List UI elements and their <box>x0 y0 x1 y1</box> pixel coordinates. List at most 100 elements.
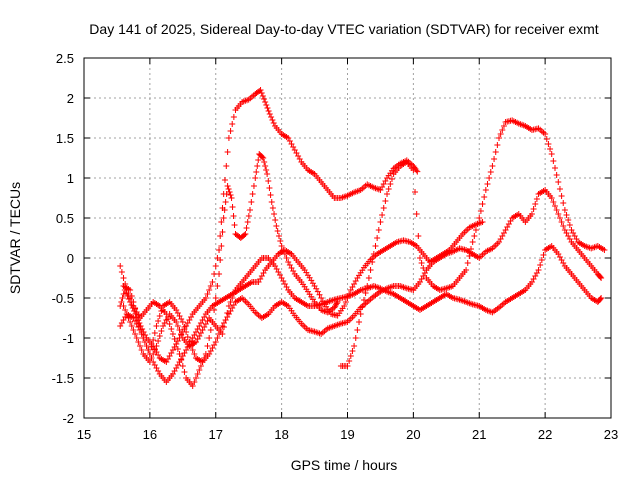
data-point <box>540 252 547 258</box>
data-point <box>179 363 186 369</box>
data-point <box>530 206 537 212</box>
data-point <box>219 331 226 337</box>
data-point <box>135 317 142 323</box>
data-point <box>351 343 358 349</box>
data-point <box>247 207 254 213</box>
data-point <box>181 324 188 330</box>
data-point <box>553 207 560 213</box>
data-point <box>169 331 176 337</box>
data-point <box>229 121 236 127</box>
data-point <box>421 270 428 276</box>
data-point <box>268 114 275 120</box>
data-point <box>171 336 178 342</box>
data-point <box>555 179 562 185</box>
data-point <box>356 319 363 325</box>
data-point <box>533 196 540 202</box>
y-tick-label: 0 <box>67 251 74 266</box>
x-tick-label: 18 <box>274 427 288 442</box>
data-point <box>489 163 496 169</box>
x-tick-label: 15 <box>77 427 91 442</box>
data-point <box>216 247 223 253</box>
data-point <box>206 287 213 293</box>
data-point <box>194 371 201 377</box>
chart-title: Day 141 of 2025, Sidereal Day-to-day VTE… <box>89 21 598 37</box>
data-point <box>206 335 213 341</box>
data-point <box>597 296 604 302</box>
data-point <box>217 233 224 239</box>
data-point <box>244 219 251 225</box>
data-point <box>127 287 134 293</box>
data-point <box>155 318 162 324</box>
data-point <box>218 243 225 249</box>
data-point <box>597 274 604 280</box>
data-point <box>347 353 354 359</box>
data-point <box>414 168 421 175</box>
data-point <box>384 191 391 197</box>
data-point <box>196 367 203 373</box>
data-point <box>359 304 366 310</box>
x-tick-label: 19 <box>340 427 354 442</box>
data-point <box>136 323 143 329</box>
data-point <box>227 128 234 134</box>
data-point <box>120 303 127 309</box>
data-point <box>158 308 165 314</box>
data-point <box>420 265 427 271</box>
data-point <box>261 96 268 102</box>
data-point <box>487 169 494 175</box>
data-point <box>136 320 143 326</box>
data-point <box>264 105 271 111</box>
data-point <box>151 330 158 336</box>
data-point <box>547 146 554 152</box>
data-point <box>151 347 158 353</box>
data-point <box>598 295 605 301</box>
data-point <box>212 339 219 345</box>
data-point <box>209 279 216 285</box>
data-point <box>278 243 285 249</box>
axis-ticks: 15 16 17 18 19 20 21 22 23 -2 -1.5 -1 -0.5 0 0.5 1 1.5 2 2… <box>52 51 619 442</box>
data-point <box>140 335 147 341</box>
data-point <box>191 351 198 357</box>
data-point <box>367 267 374 273</box>
data-point <box>150 337 157 343</box>
data-point <box>207 327 214 333</box>
y-tick-label: 1.5 <box>56 131 74 146</box>
data-point <box>558 219 565 225</box>
data-point <box>360 297 367 303</box>
data-point <box>265 108 272 114</box>
data-point <box>542 131 549 137</box>
series-track-6 <box>337 117 608 369</box>
data-point <box>225 303 232 309</box>
data-point <box>270 120 277 126</box>
data-point <box>283 255 290 261</box>
data-point <box>474 221 481 227</box>
data-point <box>168 326 175 332</box>
x-tick-label: 23 <box>604 427 618 442</box>
data-point <box>243 225 250 231</box>
data-point <box>176 351 183 357</box>
data-point <box>601 247 608 253</box>
data-point <box>342 299 349 305</box>
data-point <box>553 172 560 178</box>
data-point <box>272 217 279 223</box>
data-point <box>379 212 386 218</box>
data-point <box>479 219 486 225</box>
data-point <box>499 127 506 133</box>
data-point <box>174 323 181 329</box>
y-tick-label: -2 <box>62 411 74 426</box>
x-tick-label: 21 <box>472 427 486 442</box>
data-point <box>191 379 198 385</box>
data-point <box>479 201 486 207</box>
data-point <box>316 291 323 298</box>
data-point <box>468 246 475 252</box>
data-point <box>224 183 231 189</box>
data-point <box>214 283 221 289</box>
data-point <box>166 321 173 327</box>
data-point <box>132 331 139 337</box>
data-point <box>260 155 267 161</box>
data-point <box>189 347 196 353</box>
data-point <box>380 205 387 211</box>
data-point <box>132 305 139 311</box>
y-tick-label: 1 <box>67 171 74 186</box>
data-point <box>275 233 282 239</box>
data-point <box>259 93 266 99</box>
